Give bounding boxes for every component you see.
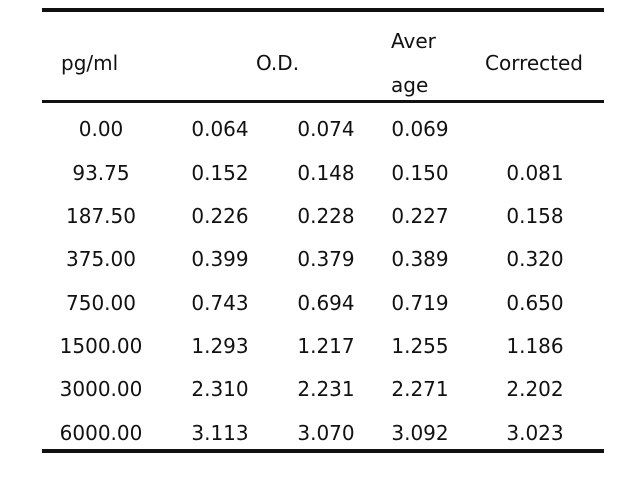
table-row: 1500.00 1.293 1.217 1.255 1.186 — [42, 332, 604, 360]
table-row: 3000.00 2.310 2.231 2.271 2.202 — [42, 375, 604, 403]
header-average-line1: Aver — [391, 29, 436, 53]
table-bottom-rule — [42, 449, 604, 453]
cell-corrected: 0.158 — [506, 204, 564, 228]
cell-average: 0.227 — [391, 204, 449, 228]
cell-average: 0.719 — [391, 291, 449, 315]
header-average-line2: age — [391, 73, 429, 97]
cell-od-2: 2.231 — [297, 377, 355, 401]
cell-od-2: 0.694 — [297, 291, 355, 315]
table-row: 0.00 0.064 0.074 0.069 — [42, 115, 604, 143]
cell-od-1: 0.152 — [191, 161, 249, 185]
cell-corrected: 2.202 — [506, 377, 564, 401]
cell-pg-ml: 187.50 — [66, 204, 136, 228]
cell-average: 2.271 — [391, 377, 449, 401]
cell-pg-ml: 3000.00 — [59, 377, 143, 401]
table-row: 187.50 0.226 0.228 0.227 0.158 — [42, 202, 604, 230]
cell-od-1: 0.399 — [191, 247, 249, 271]
cell-pg-ml: 0.00 — [78, 117, 124, 141]
table-top-rule — [42, 8, 604, 12]
cell-od-1: 0.064 — [191, 117, 249, 141]
cell-od-2: 0.074 — [297, 117, 355, 141]
cell-average: 1.255 — [391, 334, 449, 358]
cell-od-2: 3.070 — [297, 421, 355, 445]
cell-od-1: 0.226 — [191, 204, 249, 228]
table-row: 6000.00 3.113 3.070 3.092 3.023 — [42, 419, 604, 447]
cell-average: 3.092 — [391, 421, 449, 445]
cell-od-1: 3.113 — [191, 421, 249, 445]
cell-corrected: 0.650 — [506, 291, 564, 315]
header-corrected: Corrected — [485, 51, 583, 75]
cell-od-2: 0.148 — [297, 161, 355, 185]
header-od: O.D. — [256, 51, 300, 75]
cell-od-2: 1.217 — [297, 334, 355, 358]
cell-average: 0.150 — [391, 161, 449, 185]
table-row: 375.00 0.399 0.379 0.389 0.320 — [42, 245, 604, 273]
table-row: 750.00 0.743 0.694 0.719 0.650 — [42, 289, 604, 317]
cell-corrected: 0.320 — [506, 247, 564, 271]
cell-pg-ml: 1500.00 — [59, 334, 143, 358]
cell-pg-ml: 375.00 — [66, 247, 136, 271]
cell-average: 0.389 — [391, 247, 449, 271]
cell-corrected: 1.186 — [506, 334, 564, 358]
table-row: 93.75 0.152 0.148 0.150 0.081 — [42, 159, 604, 187]
cell-pg-ml: 6000.00 — [59, 421, 143, 445]
header-pg-ml: pg/ml — [61, 51, 119, 75]
cell-od-1: 0.743 — [191, 291, 249, 315]
cell-average: 0.069 — [391, 117, 449, 141]
cell-od-2: 0.379 — [297, 247, 355, 271]
cell-pg-ml: 93.75 — [72, 161, 130, 185]
cell-pg-ml: 750.00 — [66, 291, 136, 315]
table-header-rule — [42, 100, 604, 103]
cell-corrected: 0.081 — [506, 161, 564, 185]
cell-od-1: 2.310 — [191, 377, 249, 401]
cell-od-1: 1.293 — [191, 334, 249, 358]
cell-od-2: 0.228 — [297, 204, 355, 228]
cell-corrected: 3.023 — [506, 421, 564, 445]
